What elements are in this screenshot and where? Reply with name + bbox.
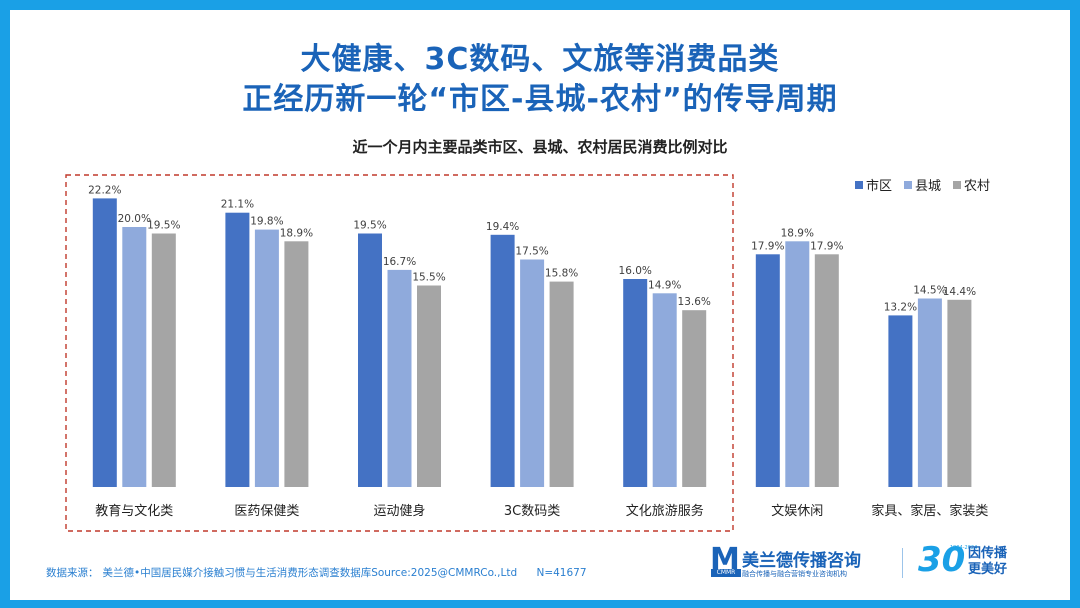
legend-label: 农村 xyxy=(964,179,990,194)
bar-农村-3 xyxy=(549,281,574,487)
bar-县城-1 xyxy=(254,229,279,487)
legend-label: 县城 xyxy=(915,179,941,194)
category-label: 3C数码类 xyxy=(504,504,560,519)
slide-title-line-2: 正经历新一轮“市区-县城-农村”的传导周期 xyxy=(242,82,838,117)
bar-农村-0 xyxy=(151,233,176,487)
data-source: 数据来源： 美兰德•中国居民媒介接触习惯与生活消费形态调查数据库Source:20… xyxy=(46,565,591,580)
legend-swatch xyxy=(904,181,912,189)
logo-slogan-line-1: 因传播 xyxy=(968,546,1008,561)
category-label: 教育与文化类 xyxy=(95,503,173,519)
logo-company-name: 美兰德传播咨询 xyxy=(742,551,861,571)
bar-县城-3 xyxy=(520,259,545,487)
bar-农村-6 xyxy=(947,299,972,487)
data-label: 21.1% xyxy=(221,199,254,211)
logo-slogan-line-2: 更美好 xyxy=(968,562,1008,577)
data-label: 16.0% xyxy=(619,265,652,277)
data-label: 14.4% xyxy=(943,286,976,298)
legend-swatch xyxy=(855,181,863,189)
bar-市区-6 xyxy=(888,315,913,487)
bar-市区-5 xyxy=(755,254,780,487)
sample-size: N=41677 xyxy=(536,567,587,579)
category-label: 文化旅游服务 xyxy=(626,503,704,519)
logo-tagline: 融合传播与融合营销专业咨询机构 xyxy=(742,570,847,578)
category-label: 运动健身 xyxy=(373,503,425,519)
data-label: 16.7% xyxy=(383,256,416,268)
data-label: 19.5% xyxy=(147,220,180,232)
logo-mark-sub: CMMR xyxy=(711,569,741,577)
bar-农村-5 xyxy=(814,254,839,487)
bar-农村-1 xyxy=(284,241,309,487)
category-label: 医药保健类 xyxy=(234,504,299,519)
data-label: 13.2% xyxy=(884,301,917,313)
data-label: 14.5% xyxy=(913,285,946,297)
bar-县城-2 xyxy=(387,269,412,487)
logo-slogan: 因传播 更美好 xyxy=(968,546,1007,578)
bar-市区-3 xyxy=(490,234,515,487)
data-label: 15.8% xyxy=(545,268,578,280)
data-label: 20.0% xyxy=(118,213,151,225)
data-label: 19.4% xyxy=(486,221,519,233)
data-source-text: 美兰德•中国居民媒介接触习惯与生活消费形态调查数据库Source:2025@CM… xyxy=(102,567,518,579)
data-label: 19.8% xyxy=(250,216,283,228)
bar-县城-6 xyxy=(917,298,942,487)
bar-市区-4 xyxy=(623,279,648,487)
data-label: 17.5% xyxy=(515,246,548,258)
data-source-label: 数据来源： xyxy=(46,567,99,579)
chart-title: 近一个月内主要品类市区、县城、农村居民消费比例对比 xyxy=(352,138,728,156)
bar-县城-4 xyxy=(652,293,677,487)
logo-divider xyxy=(902,548,903,578)
bar-县城-0 xyxy=(122,227,147,487)
bar-市区-1 xyxy=(225,212,250,487)
bar-农村-2 xyxy=(417,285,441,487)
bar-市区-0 xyxy=(92,198,117,487)
anniversary-years: 1994-2024 xyxy=(950,545,978,551)
data-label: 17.9% xyxy=(810,240,843,252)
category-label: 文娱休闲 xyxy=(771,504,823,519)
bar-农村-4 xyxy=(682,310,707,487)
data-label: 14.9% xyxy=(648,279,681,291)
category-label: 家具、家居、家装类 xyxy=(871,503,988,519)
data-label: 13.6% xyxy=(678,296,711,308)
highlight-box xyxy=(65,174,734,532)
brand-logo: M CMMR 美兰德传播咨询 融合传播与融合营销专业咨询机构 30 1994-2… xyxy=(710,540,1060,582)
legend-label: 市区 xyxy=(866,178,892,194)
anniversary-number: 30 xyxy=(918,540,966,580)
legend-swatch xyxy=(953,181,961,189)
data-label: 22.2% xyxy=(88,184,121,196)
bar-市区-2 xyxy=(358,233,382,487)
bar-县城-5 xyxy=(785,241,810,487)
data-label: 15.5% xyxy=(412,272,445,284)
data-label: 18.9% xyxy=(781,227,814,239)
slide-title-line-1: 大健康、3C数码、文旅等消费品类 xyxy=(300,42,780,77)
data-label: 18.9% xyxy=(280,227,313,239)
data-label: 17.9% xyxy=(751,240,784,252)
data-label: 19.5% xyxy=(353,220,386,232)
